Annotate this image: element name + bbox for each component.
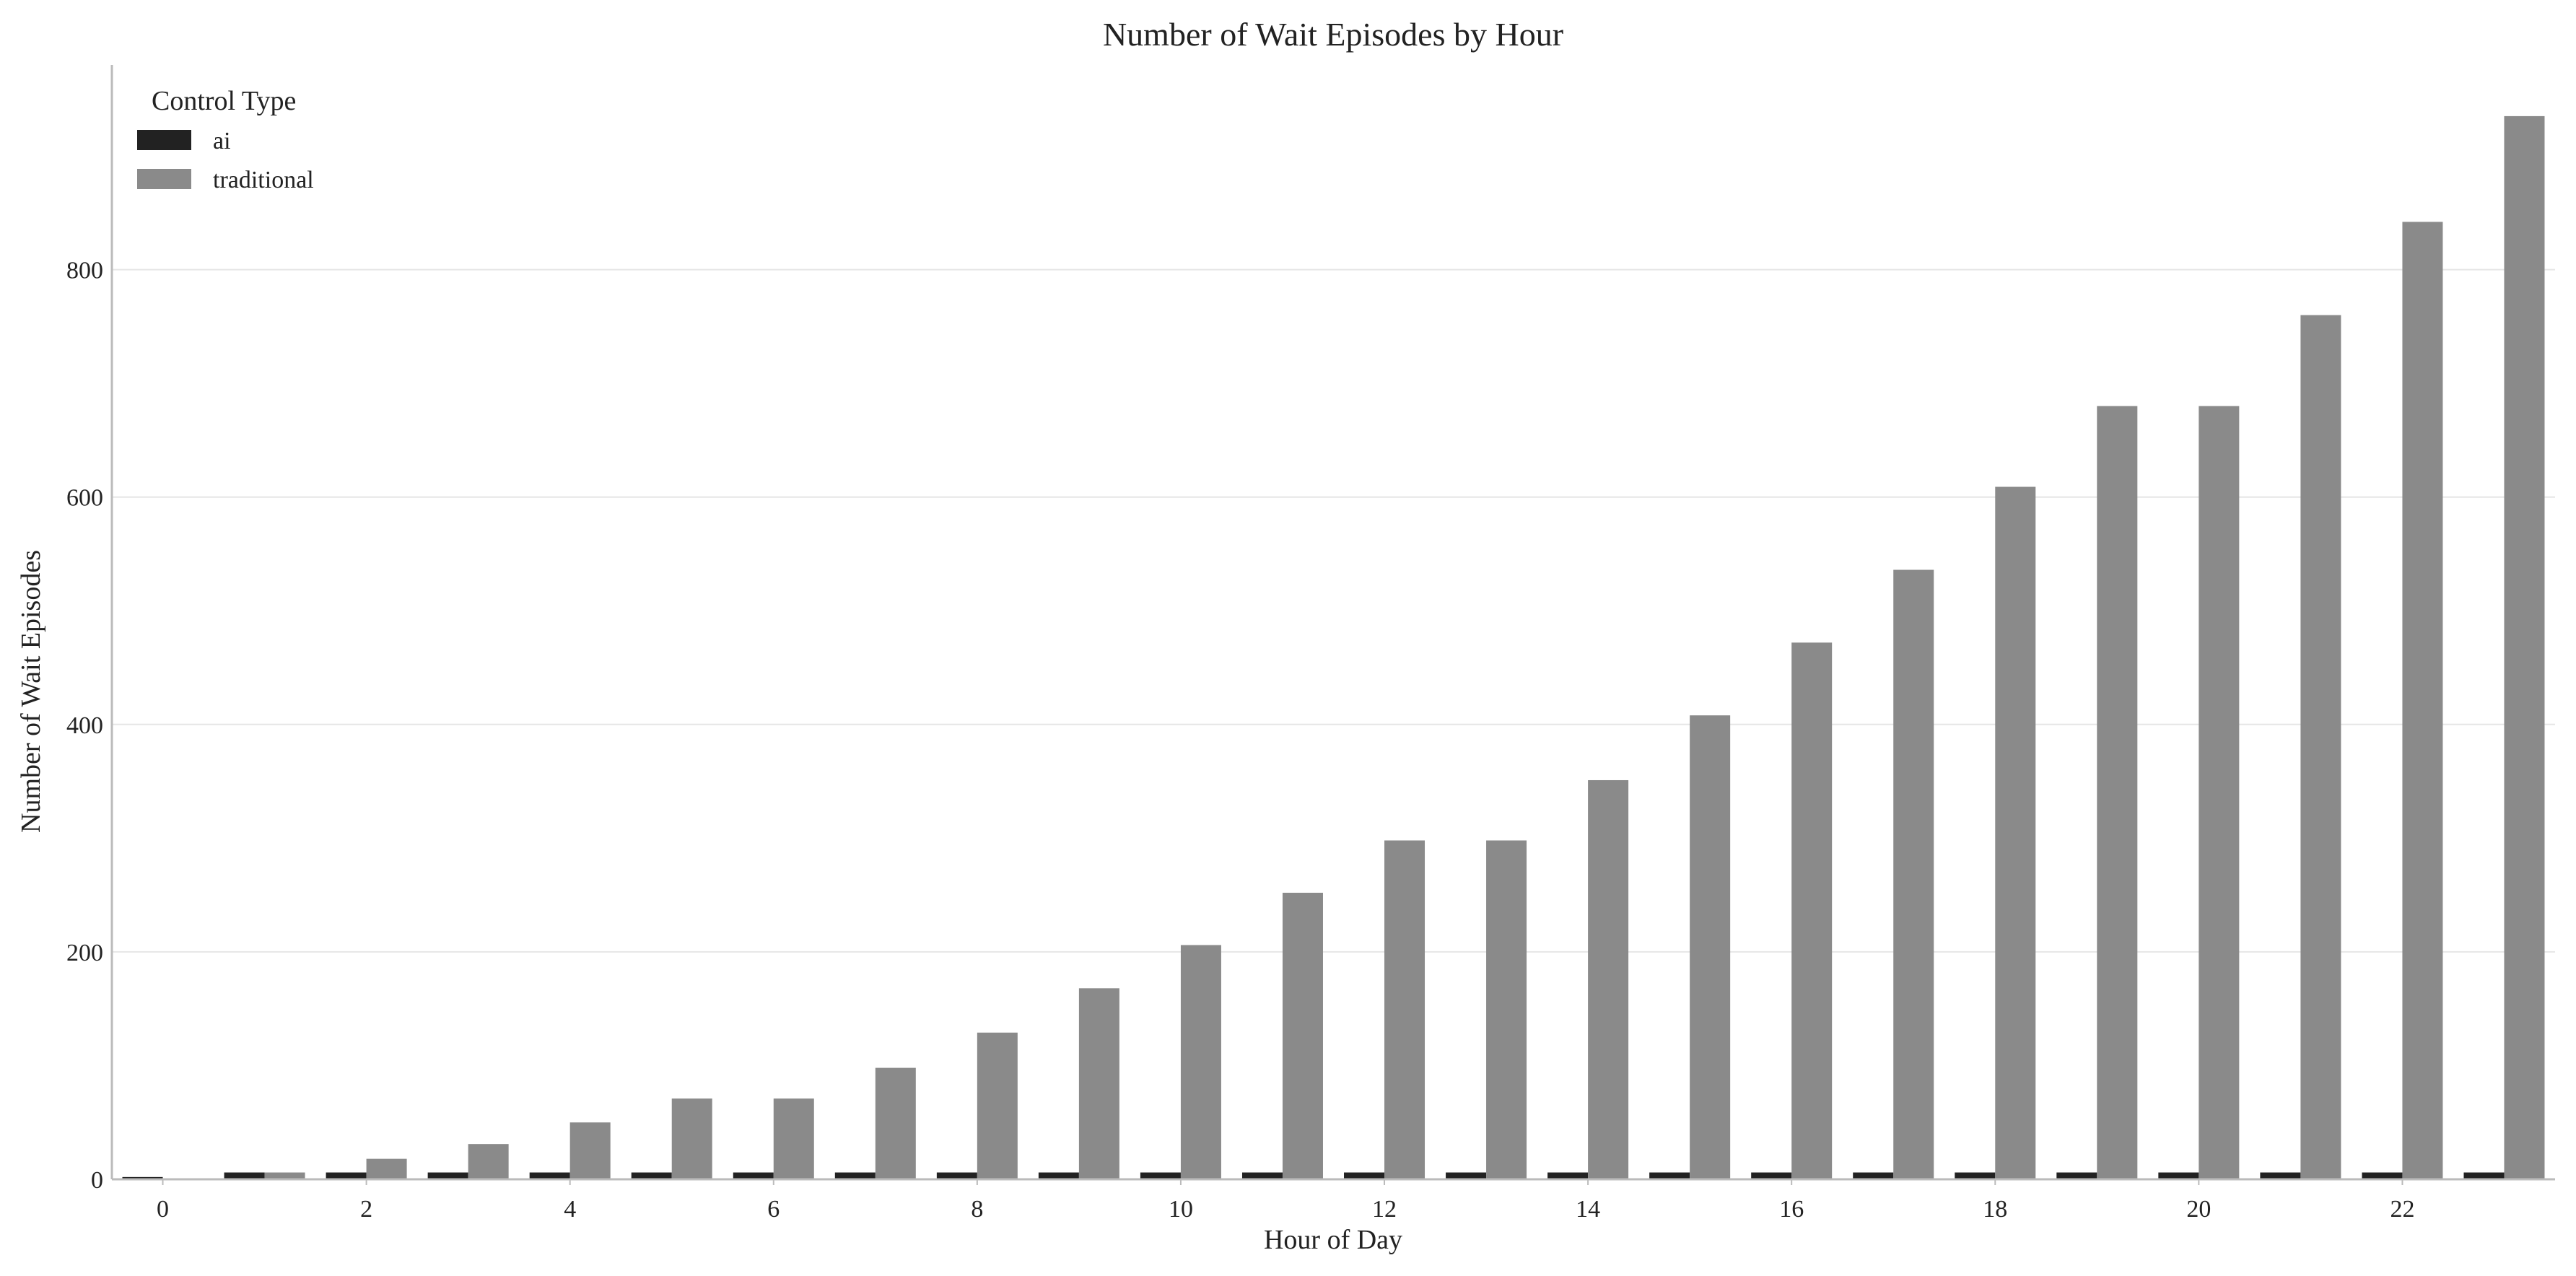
x-tick-label: 4 bbox=[564, 1196, 576, 1223]
y-tick-label: 200 bbox=[66, 940, 103, 966]
bar-traditional-hour-14 bbox=[1588, 779, 1629, 1179]
bar-traditional-hour-20 bbox=[2199, 406, 2240, 1179]
bar-ai-hour-18 bbox=[1955, 1172, 1996, 1179]
bar-ai-hour-23 bbox=[2463, 1172, 2505, 1179]
bar-ai-hour-0 bbox=[122, 1176, 163, 1179]
bar-ai-hour-4 bbox=[529, 1172, 570, 1179]
bar-ai-hour-22 bbox=[2362, 1172, 2403, 1179]
y-tick-labels: 0 200 400 600 800 bbox=[66, 258, 103, 1194]
bar-traditional-hour-16 bbox=[1791, 642, 1833, 1179]
x-tick-label: 0 bbox=[157, 1196, 169, 1223]
y-tick-label: 400 bbox=[66, 712, 103, 739]
bar-ai-hour-10 bbox=[1140, 1172, 1181, 1179]
bar-traditional-hour-1 bbox=[264, 1172, 305, 1179]
bar-traditional-hour-22 bbox=[2402, 222, 2443, 1179]
y-axis-label: Number of Wait Episodes bbox=[16, 550, 46, 833]
bars bbox=[122, 115, 2545, 1180]
x-tick-label: 2 bbox=[360, 1196, 372, 1223]
bar-traditional-hour-15 bbox=[1690, 715, 1731, 1179]
legend-label-ai: ai bbox=[213, 128, 231, 154]
bar-ai-hour-11 bbox=[1241, 1172, 1283, 1179]
bar-ai-hour-15 bbox=[1649, 1172, 1690, 1179]
legend: Control Type ai traditional bbox=[137, 86, 314, 193]
bar-ai-hour-14 bbox=[1547, 1172, 1589, 1179]
y-tick-label: 0 bbox=[91, 1167, 103, 1194]
bar-ai-hour-12 bbox=[1344, 1172, 1385, 1179]
bar-ai-hour-9 bbox=[1038, 1172, 1079, 1179]
x-tick-label: 6 bbox=[767, 1196, 780, 1223]
bar-ai-hour-1 bbox=[224, 1172, 265, 1179]
bar-traditional-hour-8 bbox=[977, 1032, 1018, 1179]
legend-swatch-ai bbox=[137, 130, 191, 150]
bar-traditional-hour-5 bbox=[671, 1098, 712, 1179]
bar-traditional-hour-4 bbox=[569, 1122, 611, 1179]
bar-ai-hour-20 bbox=[2158, 1172, 2199, 1179]
bar-traditional-hour-23 bbox=[2504, 115, 2545, 1180]
x-tick-label: 14 bbox=[1576, 1196, 1600, 1223]
bar-traditional-hour-12 bbox=[1384, 840, 1425, 1179]
y-tick-label: 600 bbox=[66, 485, 103, 512]
bar-ai-hour-17 bbox=[1853, 1172, 1894, 1179]
bar-ai-hour-5 bbox=[631, 1172, 672, 1179]
bar-traditional-hour-10 bbox=[1180, 945, 1221, 1179]
bar-traditional-hour-3 bbox=[468, 1144, 509, 1179]
bar-ai-hour-2 bbox=[326, 1172, 367, 1179]
x-tick-label: 10 bbox=[1169, 1196, 1193, 1223]
bar-ai-hour-19 bbox=[2056, 1172, 2097, 1179]
bar-ai-hour-16 bbox=[1751, 1172, 1792, 1179]
bar-ai-hour-13 bbox=[1446, 1172, 1487, 1179]
bar-traditional-hour-7 bbox=[875, 1067, 916, 1179]
x-axis-label: Hour of Day bbox=[1264, 1225, 1402, 1255]
bar-traditional-hour-6 bbox=[773, 1098, 814, 1179]
x-tick-label: 8 bbox=[971, 1196, 983, 1223]
x-tick-label: 16 bbox=[1779, 1196, 1804, 1223]
bar-traditional-hour-21 bbox=[2300, 315, 2341, 1179]
bar-traditional-hour-9 bbox=[1078, 988, 1119, 1179]
legend-swatch-traditional bbox=[137, 169, 191, 189]
y-gridlines bbox=[112, 268, 2555, 953]
x-tick-label: 22 bbox=[2390, 1196, 2414, 1223]
x-tick-label: 12 bbox=[1372, 1196, 1397, 1223]
bar-ai-hour-8 bbox=[936, 1172, 977, 1179]
x-tick-label: 20 bbox=[2186, 1196, 2211, 1223]
bar-traditional-hour-18 bbox=[1995, 486, 2036, 1179]
x-tick-labels: 0 2 4 6 8 10 12 14 16 18 20 22 bbox=[157, 1179, 2414, 1223]
x-tick-label: 18 bbox=[1983, 1196, 2007, 1223]
legend-title: Control Type bbox=[152, 86, 296, 116]
bar-traditional-hour-2 bbox=[366, 1158, 407, 1179]
bar-traditional-hour-11 bbox=[1282, 892, 1323, 1179]
bar-ai-hour-3 bbox=[427, 1172, 468, 1179]
bar-traditional-hour-17 bbox=[1893, 569, 1934, 1179]
bar-ai-hour-6 bbox=[733, 1172, 774, 1179]
legend-label-traditional: traditional bbox=[213, 167, 314, 193]
chart-title: Number of Wait Episodes by Hour bbox=[1103, 16, 1563, 53]
bar-traditional-hour-13 bbox=[1486, 840, 1527, 1179]
bar-traditional-hour-19 bbox=[2097, 406, 2138, 1179]
bar-ai-hour-21 bbox=[2260, 1172, 2301, 1179]
y-tick-label: 800 bbox=[66, 258, 103, 284]
bar-ai-hour-7 bbox=[834, 1172, 876, 1179]
